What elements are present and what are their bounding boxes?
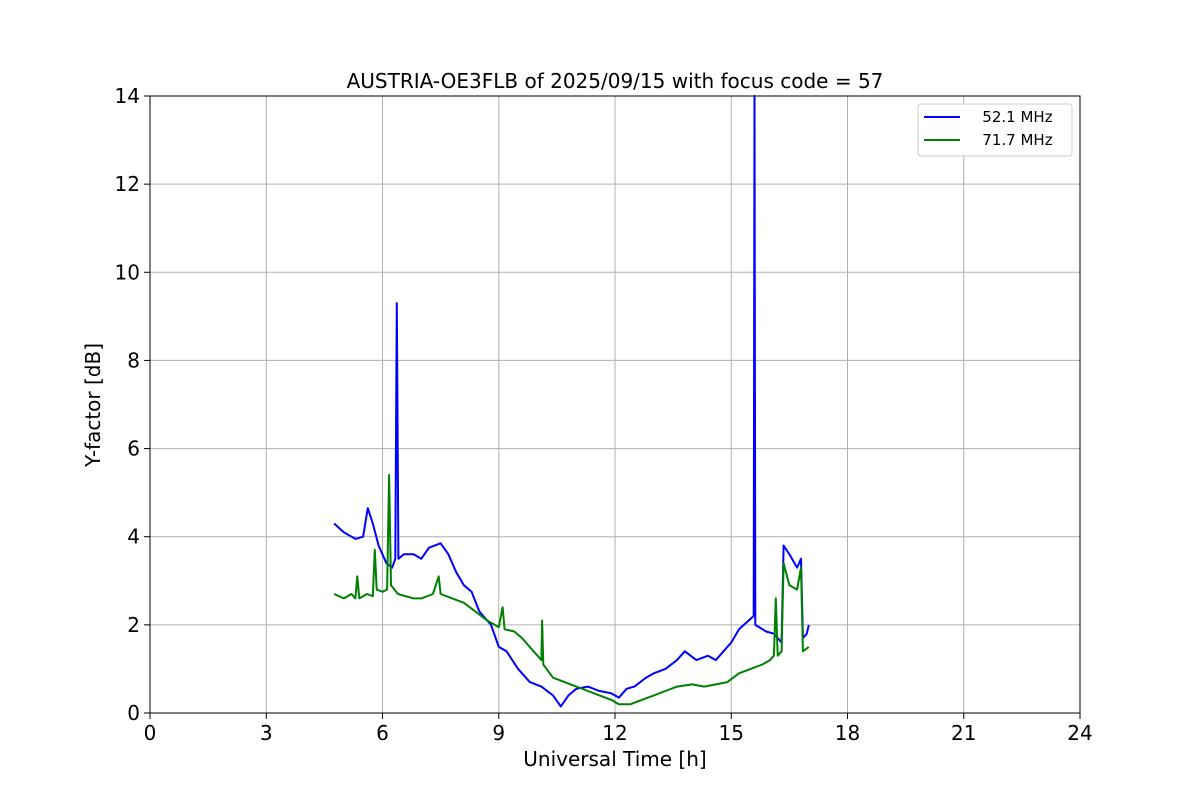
x-tick-label: 21 (951, 721, 976, 745)
legend-label-52-1-mhz: 52.1 MHz (968, 108, 1053, 126)
x-tick-label: 9 (492, 721, 505, 745)
x-axis-label: Universal Time [h] (523, 747, 706, 771)
x-tick-label: 15 (719, 721, 744, 745)
y-tick-label: 2 (127, 613, 140, 637)
x-tick-label: 3 (260, 721, 273, 745)
y-tick-label: 4 (127, 525, 140, 549)
series-line-0 (333, 95, 810, 708)
x-tick-label: 18 (835, 721, 860, 745)
legend: 52.1 MHz 71.7 MHz (917, 103, 1073, 157)
plot-series (333, 95, 810, 708)
x-tick-label: 6 (376, 721, 389, 745)
x-tick-label: 12 (602, 721, 627, 745)
y-tick-label: 6 (127, 437, 140, 461)
y-tick-label: 10 (115, 260, 140, 284)
y-tick-label: 0 (127, 701, 140, 725)
series-line-1 (333, 474, 810, 706)
y-axis-label: Y-factor [dB] (81, 343, 105, 468)
chart-title: AUSTRIA-OE3FLB of 2025/09/15 with focus … (347, 69, 884, 93)
y-tick-label: 14 (115, 84, 140, 108)
y-tick-label: 12 (115, 172, 140, 196)
x-tick-label: 0 (144, 721, 157, 745)
y-tick-label: 8 (127, 348, 140, 372)
x-tick-label: 24 (1067, 721, 1092, 745)
grid-lines (150, 96, 1080, 713)
legend-label-71-7-mhz: 71.7 MHz (968, 131, 1053, 149)
